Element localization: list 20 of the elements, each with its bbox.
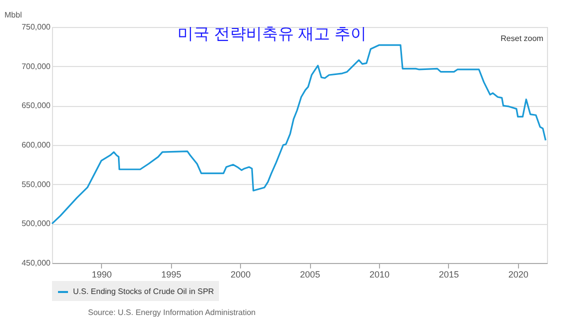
x-tick-label: 1990 [92,270,112,280]
x-tick-label: 2000 [230,270,251,280]
y-tick-label: 550,000 [22,180,52,189]
x-tick-label: 1995 [161,270,182,280]
y-tick-label: 750,000 [22,22,52,32]
y-tick-label: 700,000 [22,62,52,71]
y-tick-label: 500,000 [22,219,52,228]
y-tick-label: 600,000 [22,140,52,150]
y-axis-title: Mbbl [4,10,22,20]
y-tick-label: 650,000 [22,101,52,110]
x-tick-label: 2015 [438,270,459,280]
x-tick-label: 2020 [508,270,528,280]
chart-title: 미국 전략비축유 재고 추이 [177,26,367,43]
line-series [51,44,546,224]
x-tick-label: 2005 [300,270,320,280]
x-tick-label: 2010 [369,270,390,280]
y-tick-label: 450,000 [22,258,52,268]
annotation: Reset zoom [500,34,544,43]
source-note: Source: U.S. Energy Information Administration [88,308,256,317]
legend-label: U.S. Ending Stocks of Crude Oil in SPR [73,287,214,296]
